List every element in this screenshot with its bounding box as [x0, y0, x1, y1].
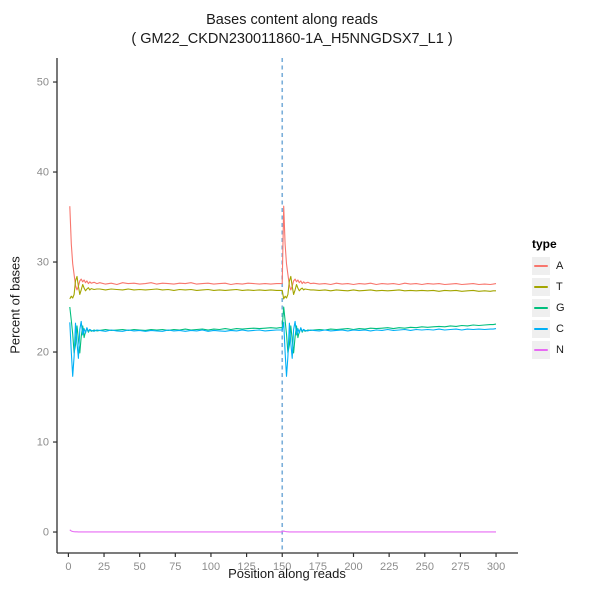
legend-key-swatch-N — [532, 340, 550, 359]
x-tick-label: 0 — [65, 561, 71, 573]
legend-item-A: A — [532, 255, 565, 276]
legend-key-swatch-G — [532, 298, 550, 317]
legend-label-N: N — [556, 343, 564, 356]
legend-key-line-A — [534, 264, 548, 267]
legend-label-A: A — [556, 259, 564, 272]
legend-key-swatch-A — [532, 256, 550, 275]
legend-label-G: G — [556, 301, 565, 314]
legend-item-G: G — [532, 297, 565, 318]
series-line-C — [69, 320, 497, 377]
x-tick-label: 150 — [273, 561, 291, 573]
legend-item-T: T — [532, 276, 565, 297]
legend-title: type — [532, 237, 557, 251]
legend-label-C: C — [556, 322, 564, 335]
y-tick-label: 50 — [37, 77, 49, 89]
y-tick-label: 30 — [37, 257, 49, 269]
legend-item-C: C — [532, 318, 565, 339]
x-tick-label: 100 — [202, 561, 220, 573]
x-tick-label: 125 — [237, 561, 255, 573]
x-tick-label: 25 — [98, 561, 110, 573]
y-tick-label: 0 — [43, 527, 49, 539]
y-axis-title: Percent of bases — [7, 256, 23, 354]
x-tick-label: 50 — [134, 561, 146, 573]
y-tick-label: 10 — [37, 437, 49, 449]
legend-key-swatch-T — [532, 277, 550, 296]
legend-key-line-T — [534, 285, 548, 288]
legend-key-line-G — [534, 306, 548, 309]
legend-key-swatch-C — [532, 319, 550, 338]
x-tick-label: 225 — [380, 561, 398, 573]
x-tick-label: 75 — [169, 561, 181, 573]
legend-key-line-N — [534, 348, 548, 351]
legend-item-N: N — [532, 339, 565, 360]
legend-key-line-C — [534, 327, 548, 330]
x-tick-label: 200 — [344, 561, 362, 573]
chart-subtitle: ( GM22_CKDN230011860-1A_H5NNGDSX7_L1 ) — [131, 31, 453, 47]
x-tick-label: 250 — [416, 561, 434, 573]
x-axis-title: Position along reads — [228, 566, 346, 581]
series-line-T — [69, 275, 496, 300]
x-tick-label: 275 — [451, 561, 469, 573]
x-tick-label: 175 — [309, 561, 327, 573]
y-tick-label: 20 — [37, 347, 49, 359]
x-tick-label: 300 — [487, 561, 505, 573]
series-line-A — [69, 205, 497, 291]
series-line-N — [69, 529, 496, 533]
chart-title: Bases content along reads — [206, 12, 378, 28]
legend-label-T: T — [556, 280, 563, 293]
y-tick-label: 40 — [37, 167, 49, 179]
